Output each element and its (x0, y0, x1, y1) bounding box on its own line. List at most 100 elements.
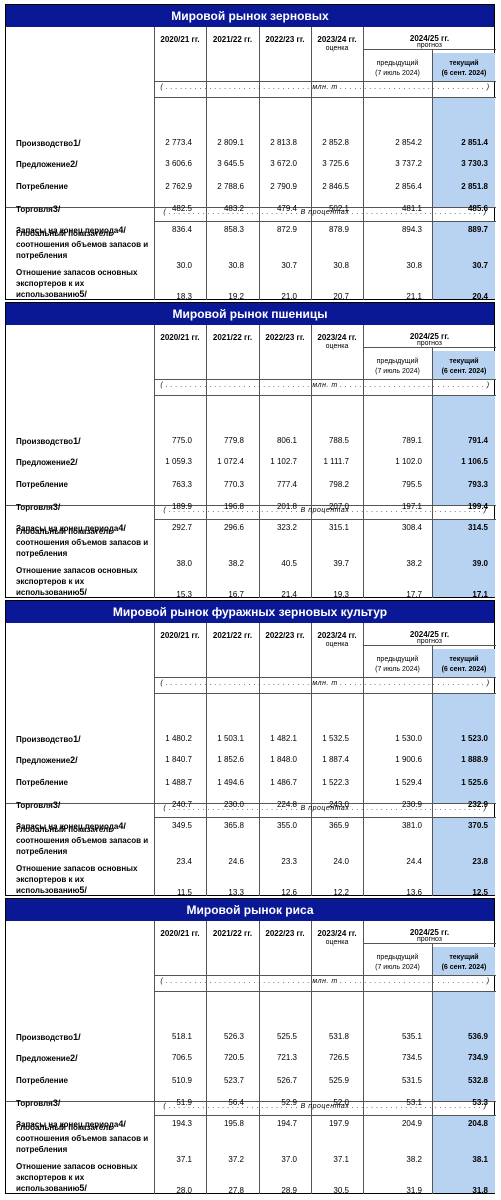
current-forecast-date: (6 сент. 2024) (441, 368, 487, 375)
grid-line (311, 27, 312, 300)
table-cell: 11.5 (177, 888, 192, 897)
row-label: Производство1/ (16, 1032, 81, 1042)
table-cell: 12.2 (333, 888, 349, 897)
table-cell: 1 494.6 (217, 778, 244, 787)
table-cell: 763.3 (171, 480, 192, 489)
table-cell: 197.1 (401, 502, 422, 511)
year-header: 2022/23 гг. (265, 333, 305, 342)
table-cell: 532.8 (467, 1076, 488, 1085)
current-column-highlight (432, 53, 495, 81)
table-cell: 502.1 (328, 204, 349, 213)
previous-forecast-header: предыдущий (376, 656, 419, 663)
grid-line (259, 921, 260, 1194)
year-header: 2024/25 гг. (409, 630, 450, 639)
table-cell: 1 059.3 (165, 457, 192, 466)
market-panel: Мировой рынок риса 2020/21 гг. 2021/22 гг.… (5, 898, 496, 1195)
grid-line (206, 27, 207, 300)
grid-line (259, 27, 260, 300)
estimate-note: оценка (325, 641, 349, 648)
table-cell: 1 852.6 (217, 755, 244, 764)
row-label-text: Отношение запасов основных экспортеров к… (16, 864, 138, 895)
table-cell: 15.3 (176, 590, 192, 599)
table-cell: 37.1 (333, 1155, 349, 1164)
table-cell: 3 737.2 (395, 159, 422, 168)
previous-forecast-date: (7 июль 2024) (375, 666, 420, 673)
row-label-text: Производство (16, 139, 74, 148)
table-cell: 23.3 (281, 857, 297, 866)
table-cell: 194.7 (276, 1119, 297, 1128)
grid-line (206, 921, 207, 1194)
grid-line (154, 97, 496, 98)
table-cell: 23.4 (176, 857, 192, 866)
table-cell: 38.0 (176, 559, 192, 568)
table-cell: 788.5 (328, 436, 349, 445)
table-cell: 1 522.3 (322, 778, 349, 787)
row-label: Отношение запасов основных экспортеров к… (16, 565, 156, 598)
table-cell: 230.0 (223, 800, 244, 809)
table-cell: 20.7 (333, 292, 349, 301)
table-cell: 734.9 (467, 1053, 488, 1062)
table-cell: 38.2 (406, 1155, 422, 1164)
table-cell: 878.9 (328, 225, 349, 234)
row-label-text: Запасы на конец периода (16, 226, 119, 235)
table-cell: 40.5 (281, 559, 297, 568)
row-label-text: Торговля (16, 801, 53, 810)
row-label-text: Предложение (16, 160, 71, 169)
table-cell: 1 106.5 (461, 457, 488, 466)
year-header: 2024/25 гг. (409, 332, 450, 341)
year-header: 2021/22 гг. (212, 333, 253, 342)
current-column-highlight (432, 519, 495, 597)
table-cell: 204.8 (467, 1119, 488, 1128)
grid-line (363, 623, 364, 896)
table-cell: 1 840.7 (165, 755, 192, 764)
table-cell: 2 773.4 (165, 138, 192, 147)
table-cell: 526.7 (276, 1076, 297, 1085)
grid-line (154, 1115, 496, 1116)
grid-line (432, 943, 433, 1194)
row-label: Торговля3/ (16, 800, 60, 810)
table-cell: 39.0 (472, 559, 488, 568)
grid-line (154, 325, 155, 598)
grid-line (363, 325, 364, 598)
row-label: Глобальный показатель соотношения объемо… (16, 825, 149, 856)
year-header: 2023/24 гг. (317, 333, 357, 342)
year-header: 2021/22 гг. (212, 35, 253, 44)
row-label: Глобальный показатель соотношения объемо… (16, 229, 149, 260)
table-cell: 510.9 (171, 1076, 192, 1085)
grid-line (206, 325, 207, 598)
row-label: Отношение запасов основных экспортеров к… (16, 1161, 156, 1194)
table-cell: 2 851.8 (461, 182, 488, 191)
table-cell: 482.5 (171, 204, 192, 213)
table-cell: 721.3 (276, 1053, 297, 1062)
row-label-text: Торговля (16, 1099, 53, 1108)
table-cell: 525.5 (276, 1032, 297, 1041)
year-header: 2020/21 гг. (160, 631, 200, 640)
current-forecast-header: текущий (449, 60, 479, 67)
current-column-highlight (432, 991, 495, 1101)
grid-line (154, 693, 496, 694)
year-header: 2020/21 гг. (160, 333, 200, 342)
row-label: Отношение запасов основных экспортеров к… (16, 267, 156, 300)
table-cell: 2 852.8 (322, 138, 349, 147)
panel-title: Мировой рынок зерновых (6, 5, 494, 27)
table-cell: 889.7 (467, 225, 488, 234)
table-cell: 3 725.6 (322, 159, 349, 168)
grid-line (154, 221, 496, 222)
row-label-text: Потребление (16, 1076, 68, 1085)
table-cell: 292.7 (171, 523, 192, 532)
table-cell: 24.6 (228, 857, 244, 866)
table-cell: 531.8 (328, 1032, 349, 1041)
table-cell: 720.5 (223, 1053, 244, 1062)
table-cell: 370.5 (467, 821, 488, 830)
row-label-note: 5/ (79, 289, 87, 299)
grid-line (154, 991, 496, 992)
row-label: Предложение2/ (16, 1053, 78, 1063)
table-cell: 483.2 (223, 204, 244, 213)
row-label-note: 4/ (118, 1119, 126, 1129)
table-cell: 195.8 (223, 1119, 244, 1128)
table-cell: 31.9 (406, 1186, 422, 1195)
row-label-note: 4/ (118, 523, 126, 533)
grid-line (432, 49, 433, 300)
table-cell: 20.4 (472, 292, 488, 301)
table-cell: 1 529.4 (395, 778, 422, 787)
